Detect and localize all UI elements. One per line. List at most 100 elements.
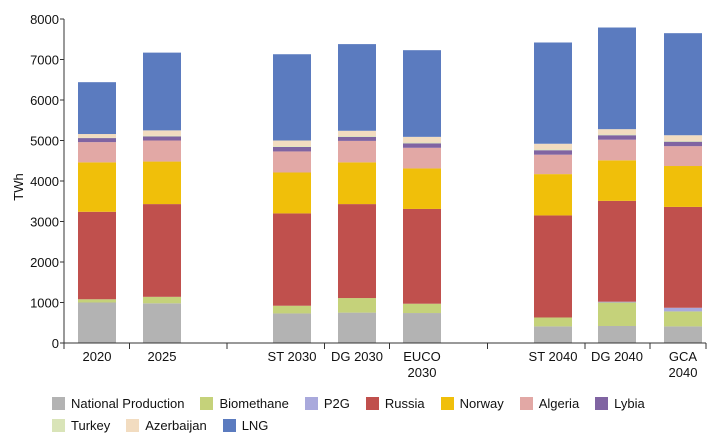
bar-segment-lybia — [78, 138, 116, 143]
bar-segment-azerbaijan — [403, 136, 441, 143]
bar-segment-lng — [143, 52, 181, 131]
y-tick-label: 2000 — [30, 255, 59, 270]
legend-swatch — [519, 396, 533, 410]
x-tick-label: 2020 — [83, 349, 112, 364]
legend-item-azerbaijan: Azerbaijan — [126, 417, 207, 433]
bar-segment-azerbaijan — [534, 143, 572, 150]
legend-swatch — [222, 418, 236, 432]
legend-swatch — [365, 396, 379, 410]
bar-segment-norway — [143, 161, 181, 205]
y-tick-label: 0 — [52, 336, 59, 351]
bar-segment-national-production — [273, 313, 311, 343]
bar-segment-turkey — [403, 142, 441, 144]
bar-segment-russia — [664, 206, 702, 308]
legend-label: LNG — [241, 417, 269, 433]
legend-label: Russia — [384, 395, 425, 411]
legend-swatch — [595, 396, 609, 410]
bar-segment-lybia — [534, 150, 572, 155]
bar-segment-norway — [273, 172, 311, 214]
bar-segment-lybia — [598, 135, 636, 140]
bar-segment-turkey — [664, 140, 702, 142]
bar-segment-biomethane — [598, 302, 636, 326]
bar-segment-norway — [664, 166, 702, 207]
x-tick-label: DG 2030 — [331, 349, 383, 364]
legend-label: Norway — [459, 395, 504, 411]
x-tick-label: ST 2040 — [529, 349, 578, 364]
bar-segment-algeria — [534, 154, 572, 175]
bar-segment-algeria — [143, 140, 181, 162]
x-tick-label: 2025 — [148, 349, 177, 364]
legend-row: National Production Biomethane P2G Russia No… — [52, 392, 712, 414]
bar-stack-st-2040 — [534, 42, 572, 343]
y-tick-label: 6000 — [30, 93, 59, 108]
legend-item-p2g: P2G — [304, 396, 350, 411]
bar-segment-norway — [534, 174, 572, 216]
bar-segment-norway — [78, 162, 116, 212]
legend-item-national-production: National Production — [52, 396, 184, 411]
legend-swatch — [200, 396, 214, 410]
legend-label: Algeria — [538, 395, 580, 411]
bar-segment-algeria — [403, 147, 441, 169]
bar-segment-lybia — [403, 143, 441, 148]
bar-segment-turkey — [534, 149, 572, 151]
bar-segment-azerbaijan — [664, 135, 702, 141]
legend-item-biomethane: Biomethane — [200, 396, 289, 411]
y-axis: 0 1000 2000 3000 4000 5000 6000 7000 8000 — [30, 12, 65, 351]
bar-stack-2025 — [143, 52, 181, 343]
legend-swatch — [440, 396, 454, 410]
bar-segment-algeria — [273, 151, 311, 173]
bar-segment-russia — [338, 204, 376, 299]
bar-segment-biomethane — [534, 317, 572, 327]
legend-label: Turkey — [71, 417, 111, 433]
bar-segment-russia — [143, 204, 181, 297]
bar-segment-russia — [403, 208, 441, 304]
x-tick-label: EUCO — [403, 349, 441, 364]
y-tick-label: 8000 — [30, 12, 59, 27]
bar-segment-p2g — [664, 307, 702, 312]
legend-item-lng: LNG — [222, 417, 269, 433]
bar-segment-national-production — [534, 326, 572, 343]
bar-segment-lng — [78, 82, 116, 135]
bar-segment-biomethane — [664, 311, 702, 327]
bar-segment-lybia — [664, 141, 702, 147]
legend-swatch — [52, 396, 65, 410]
y-tick-label: 5000 — [30, 134, 59, 149]
bar-segment-algeria — [598, 139, 636, 161]
chart-legend: National Production Biomethane P2G Russia No… — [52, 392, 712, 436]
bar-segment-azerbaijan — [273, 140, 311, 147]
legend-label: Azerbaijan — [145, 417, 207, 433]
bar-segment-national-production — [143, 303, 181, 343]
bar-segment-algeria — [78, 142, 116, 163]
bar-segment-turkey — [143, 135, 181, 137]
y-tick-label: 4000 — [30, 174, 59, 189]
bar-segment-russia — [534, 215, 572, 318]
legend-swatch — [304, 396, 318, 410]
bar-stack-dg-2040 — [598, 27, 636, 343]
bar-segment-national-production — [598, 325, 636, 343]
x-tick-label: ST 2030 — [268, 349, 317, 364]
bar-segment-russia — [598, 200, 636, 302]
legend-item-lybia: Lybia — [595, 396, 645, 411]
bar-stack-2020 — [78, 82, 116, 343]
bar-segment-russia — [273, 213, 311, 306]
bar-segment-national-production — [664, 326, 702, 343]
y-tick-label: 3000 — [30, 215, 59, 230]
bar-segment-biomethane — [273, 305, 311, 314]
legend-swatch — [126, 418, 140, 432]
legend-item-russia: Russia — [365, 395, 425, 411]
legend-item-turkey: Turkey — [52, 418, 110, 433]
bar-stack-dg-2030 — [338, 44, 376, 343]
bar-segment-azerbaijan — [598, 129, 636, 135]
bar-segment-turkey — [273, 146, 311, 147]
y-axis-title: TWh — [11, 173, 26, 200]
bar-segment-algeria — [664, 146, 702, 167]
bar-segment-lybia — [273, 146, 311, 152]
x-tick-label: DG 2040 — [591, 349, 643, 364]
legend-label: National Production — [71, 395, 185, 411]
legend-item-algeria: Algeria — [519, 395, 580, 411]
legend-row: Turkey Azerbaijan LNG — [52, 414, 712, 436]
bar-segment-biomethane — [338, 298, 376, 313]
bar-segment-lng — [273, 54, 311, 141]
bar-segment-norway — [403, 168, 441, 209]
